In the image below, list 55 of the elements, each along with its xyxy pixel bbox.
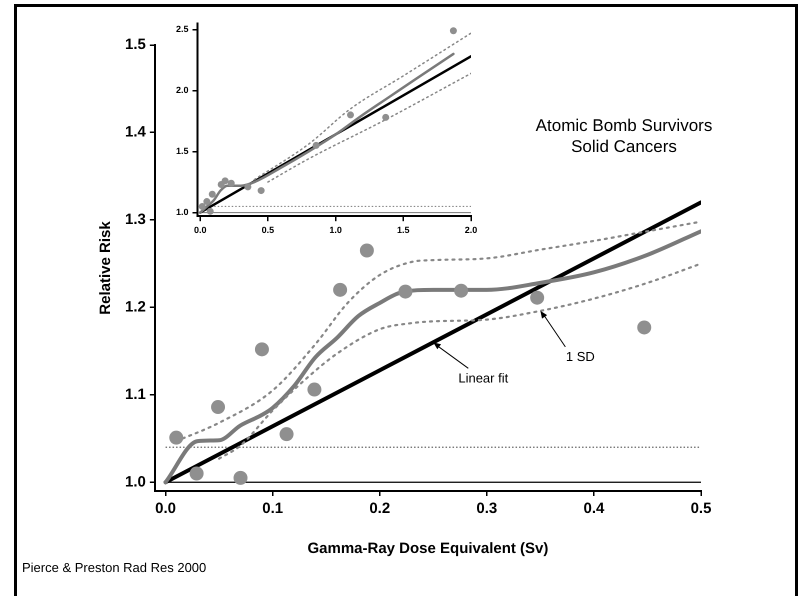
y-tick-label: 1.5 <box>176 146 189 156</box>
y-tick-label: 1.2 <box>124 298 146 316</box>
x-tick-label: 1.5 <box>397 225 410 236</box>
y-tick-label: 1.1 <box>124 386 146 403</box>
point <box>312 142 320 149</box>
annotation: Linear fit <box>458 370 509 386</box>
point <box>208 190 216 198</box>
y-axis-title: Relative Risk <box>97 220 114 315</box>
x-tick-label: 0.5 <box>690 500 712 518</box>
point <box>347 111 354 118</box>
x-tick-label: 0.5 <box>262 225 274 236</box>
y-tick-label: 1.5 <box>124 36 146 54</box>
y-tick-label: 1.3 <box>124 211 146 228</box>
point <box>530 290 544 305</box>
line-series <box>218 262 701 460</box>
point <box>206 208 214 215</box>
line-series <box>267 72 471 183</box>
x-tick-label: 0.2 <box>369 500 390 518</box>
x-tick-label: 0.0 <box>155 500 176 518</box>
text: Atomic Bomb Survivors Solid Cancers <box>536 116 712 156</box>
point <box>234 470 248 485</box>
point <box>360 244 374 258</box>
y-tick-label: 2.5 <box>176 24 189 34</box>
point <box>244 183 252 190</box>
point <box>637 320 652 334</box>
point <box>258 187 265 194</box>
x-tick-label: 0.4 <box>583 500 605 518</box>
point <box>222 177 229 184</box>
x-tick-label: 0.0 <box>194 225 206 236</box>
point <box>280 427 294 442</box>
line-series <box>254 32 471 180</box>
x-tick-label: 2.0 <box>464 225 478 236</box>
x-tick-label: 1.0 <box>329 225 342 236</box>
point <box>190 466 204 481</box>
point <box>333 282 348 297</box>
x-axis-title: Gamma-Ray Dose Equivalent (Sv) <box>307 540 548 558</box>
x-tick-label: 0.3 <box>476 500 498 518</box>
annotation: 1 SD <box>566 348 595 364</box>
y-tick-label: 1.0 <box>124 473 146 490</box>
point <box>169 430 184 445</box>
point <box>382 114 390 121</box>
point <box>254 342 269 356</box>
point <box>211 400 226 414</box>
point <box>198 202 206 210</box>
y-tick-label: 1.0 <box>176 207 189 218</box>
point <box>398 284 412 299</box>
y-tick-label: 1.4 <box>124 124 146 141</box>
y-tick-label: 2.0 <box>176 85 189 95</box>
point <box>450 27 457 34</box>
point <box>307 382 322 397</box>
point <box>228 180 235 187</box>
text: Pierce & Preston Rad Res 2000 <box>22 560 206 575</box>
point <box>203 198 210 206</box>
x-tick-label: 0.1 <box>262 500 284 518</box>
point <box>454 284 468 298</box>
